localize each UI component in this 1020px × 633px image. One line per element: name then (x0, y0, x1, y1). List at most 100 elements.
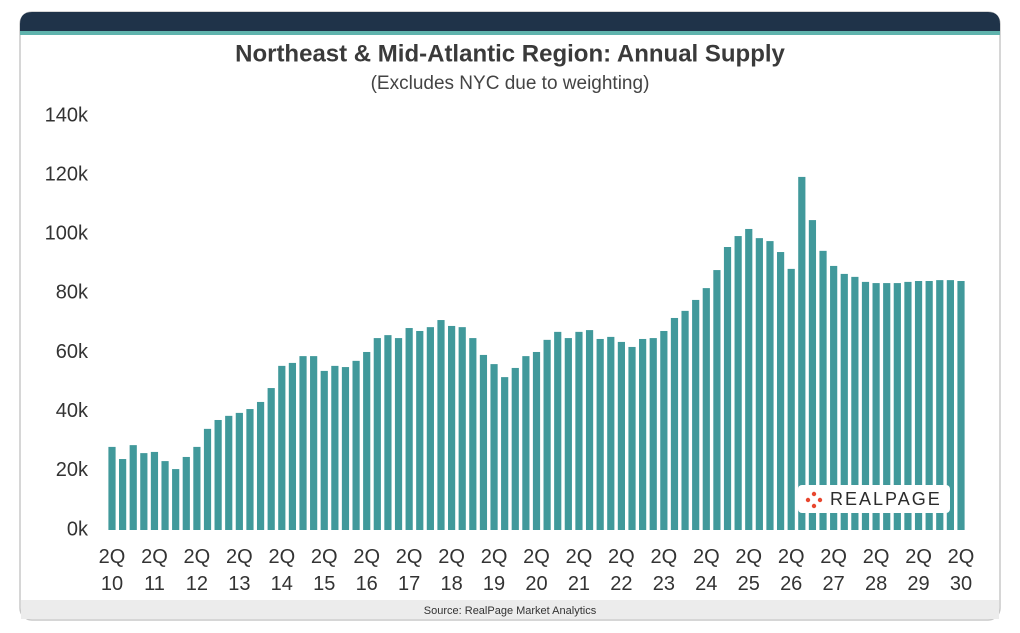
bar (448, 325, 456, 530)
bar (766, 241, 774, 530)
bar (532, 351, 541, 530)
bar (161, 461, 169, 530)
bar (150, 451, 159, 530)
y-tick-label: 20k (56, 459, 89, 481)
bar (575, 331, 583, 530)
bar (490, 364, 498, 530)
bar (299, 356, 307, 530)
bar (649, 338, 657, 530)
bar (437, 320, 445, 530)
logo-dot (811, 503, 817, 509)
bar (352, 360, 360, 530)
bar (925, 281, 933, 530)
bar (384, 335, 392, 530)
bar (957, 281, 965, 530)
bar (904, 281, 912, 530)
logo: REALPAGE (798, 485, 950, 513)
x-tick-label: 2Q 11 (141, 546, 168, 595)
y-tick-label: 100k (45, 223, 89, 245)
bar (172, 469, 180, 530)
bar (119, 459, 127, 530)
x-tick-label: 2Q 18 (438, 546, 465, 595)
bar (246, 409, 254, 530)
x-tick-label: 2Q 22 (608, 546, 635, 595)
bar (256, 401, 265, 530)
bar (331, 365, 339, 530)
y-tick-label: 40k (56, 400, 89, 422)
bar (278, 365, 286, 530)
bar (798, 176, 806, 530)
bar (596, 338, 604, 530)
bar (501, 377, 509, 530)
bar (108, 446, 116, 530)
bar (288, 362, 297, 530)
x-tick-label: 2Q 16 (353, 546, 380, 595)
bar (692, 299, 700, 530)
bar (554, 331, 562, 530)
logo-dot (811, 491, 817, 497)
y-tick-label: 140k (45, 104, 89, 126)
bar (564, 338, 572, 530)
bar (723, 247, 732, 530)
x-tick-label: 2Q 17 (396, 546, 423, 595)
bar (670, 317, 679, 530)
chart-subtitle: (Excludes NYC due to weighting) (371, 73, 650, 94)
source-note: Source: RealPage Market Analytics (424, 605, 597, 617)
bar (639, 338, 647, 530)
bar (458, 327, 466, 530)
bar (734, 236, 742, 530)
bar (883, 283, 891, 530)
bar (808, 220, 817, 530)
x-tick-label: 2Q 26 (778, 546, 805, 595)
bar (617, 341, 625, 530)
x-tick-label: 2Q 20 (523, 546, 550, 595)
accent-line (20, 31, 1000, 35)
bar (893, 283, 901, 530)
x-tick-label: 2Q 28 (863, 546, 890, 595)
bar (851, 276, 859, 530)
footer-band (21, 600, 999, 619)
bar (394, 338, 403, 530)
bar (660, 330, 668, 530)
x-tick-label: 2Q 23 (651, 546, 678, 595)
bar (585, 330, 594, 530)
y-tick-label: 60k (56, 341, 89, 363)
bar (840, 273, 848, 530)
bar (872, 283, 880, 530)
bar (320, 370, 328, 530)
x-tick-label: 2Q 21 (566, 546, 593, 595)
bar (702, 288, 710, 530)
x-tick-label: 2Q 24 (693, 546, 720, 595)
bar (416, 330, 424, 530)
y-tick-label: 120k (45, 163, 89, 185)
bar (543, 339, 551, 530)
bar (787, 268, 795, 530)
bar (225, 415, 233, 530)
bar (776, 252, 785, 530)
header-strip (20, 12, 1000, 32)
x-tick-label: 2Q 25 (735, 546, 762, 595)
bar (426, 327, 434, 530)
bar (830, 265, 838, 530)
bar (203, 428, 212, 530)
x-tick-label: 2Q 10 (99, 546, 126, 595)
bar (469, 338, 477, 530)
bar (628, 346, 636, 530)
bar (936, 280, 944, 530)
bar (267, 388, 275, 530)
bar (373, 338, 381, 530)
logo-dot (817, 497, 823, 503)
x-tick-label: 2Q 27 (820, 546, 847, 595)
x-tick-label: 2Q 29 (905, 546, 932, 595)
x-tick-label: 2Q 19 (481, 546, 508, 595)
bar (681, 310, 689, 530)
bar (819, 250, 827, 531)
bar (745, 228, 753, 530)
bar (511, 367, 519, 530)
bar (310, 356, 318, 530)
logo-box (798, 485, 950, 513)
bar (479, 354, 488, 530)
logo-dot (805, 497, 811, 503)
